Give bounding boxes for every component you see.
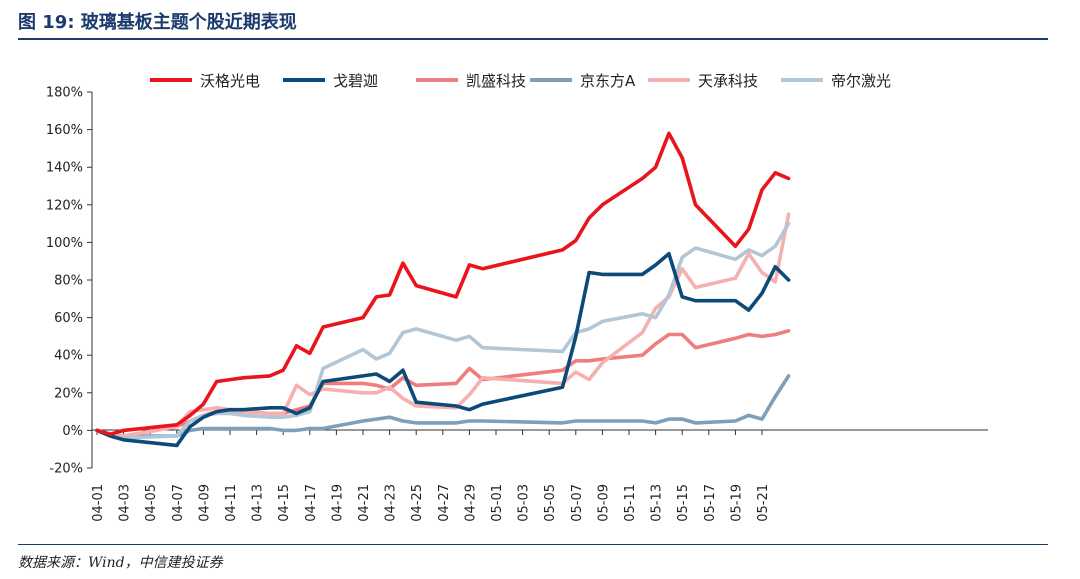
x-tick-label: 04-03 (118, 484, 133, 522)
x-tick-label: 04-23 (384, 484, 399, 522)
y-tick-label: 0% (62, 424, 83, 439)
y-tick-label: 120% (46, 198, 83, 213)
x-tick-label: 04-05 (144, 484, 159, 522)
y-tick-label: 40% (54, 349, 83, 364)
x-tick-label: 04-21 (357, 484, 372, 522)
figure-title: 图 19: 玻璃基板主题个股近期表现 (18, 12, 297, 33)
x-tick-label: 05-03 (517, 484, 532, 522)
x-tick-label: 05-19 (729, 484, 744, 522)
x-axis: 04-01 04-03 04-05 04-07 04-09 04-11 04-13 04-15… (91, 429, 988, 522)
x-tick-label: 05-01 (490, 484, 505, 522)
x-tick-label: 04-17 (304, 484, 319, 522)
x-tick-label: 05-07 (570, 484, 585, 522)
y-axis: -20% 0% 20% 40% 60% 80% 100% 120% 140% 160% 180% (46, 86, 93, 477)
footer-divider (18, 544, 1048, 545)
legend-label: 戈碧迦 (333, 72, 378, 90)
x-tick-label: 04-15 (277, 484, 292, 522)
legend: 沃格光电 戈碧迦 凯盛科技 京东方A 天承科技 帝尔激光 (150, 72, 891, 90)
x-tick-label: 05-21 (756, 484, 771, 522)
legend-label: 凯盛科技 (466, 72, 526, 90)
legend-label: 天承科技 (698, 72, 758, 90)
legend-label: 帝尔激光 (831, 72, 891, 90)
x-tick-label: 05-05 (543, 484, 558, 522)
legend-label: 沃格光电 (200, 72, 260, 90)
title-divider (18, 38, 1048, 40)
x-tick-label: 05-11 (623, 484, 638, 522)
x-tick-label: 04-27 (437, 484, 452, 522)
x-tick-label: 05-15 (676, 484, 691, 522)
y-tick-label: 20% (54, 386, 83, 401)
series-line-4 (95, 212, 791, 438)
y-tick-label: 140% (46, 161, 83, 176)
x-tick-label: 04-19 (330, 484, 345, 522)
series-lines (95, 131, 791, 448)
x-tick-label: 04-11 (224, 484, 239, 522)
x-tick-label: 05-13 (650, 484, 665, 522)
x-tick-label: 04-07 (171, 484, 186, 522)
x-tick-label: 04-25 (410, 484, 425, 522)
x-tick-label: 05-17 (703, 484, 718, 522)
series-line-0 (95, 131, 791, 437)
series-line-1 (95, 251, 791, 448)
y-tick-label: 80% (54, 274, 83, 289)
y-tick-label: 100% (46, 236, 83, 251)
y-tick-label: 60% (54, 311, 83, 326)
x-tick-label: 04-01 (91, 484, 106, 522)
y-tick-label: -20% (49, 462, 83, 477)
x-tick-label: 04-29 (463, 484, 478, 522)
x-tick-label: 04-09 (197, 484, 212, 522)
x-tick-label: 05-09 (596, 484, 611, 522)
legend-label: 京东方A (580, 72, 636, 90)
source-note: 数据来源：Wind，中信建投证券 (18, 555, 223, 571)
x-tick-label: 04-13 (251, 484, 266, 522)
series-line-3 (95, 374, 791, 438)
y-tick-label: 180% (46, 86, 83, 101)
y-tick-label: 160% (46, 123, 83, 138)
